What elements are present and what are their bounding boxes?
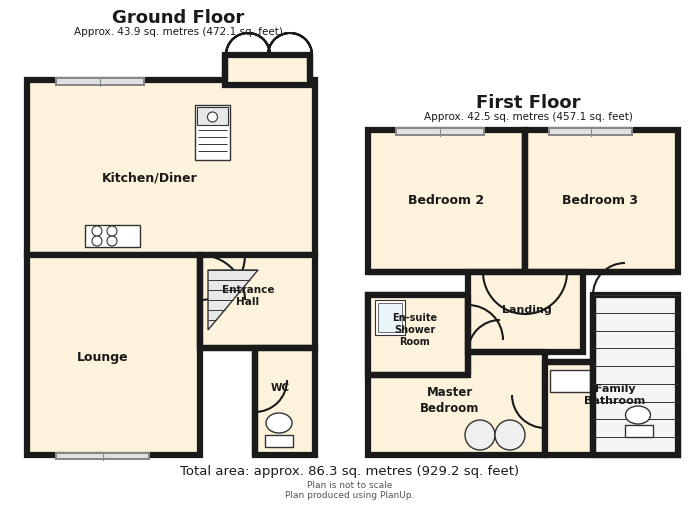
Ellipse shape — [266, 413, 292, 433]
Text: Bedroom 2: Bedroom 2 — [408, 193, 484, 207]
Bar — [55, 452, 150, 460]
Bar — [265, 435, 293, 447]
Bar — [545, 362, 678, 455]
Bar — [368, 295, 468, 375]
Bar — [378, 303, 402, 332]
Text: Ground Floor: Ground Floor — [112, 9, 244, 27]
Text: Bedroom 3: Bedroom 3 — [562, 193, 638, 207]
Bar — [200, 255, 315, 348]
Ellipse shape — [626, 406, 650, 424]
Text: Plan produced using PlanUp.: Plan produced using PlanUp. — [286, 492, 414, 500]
Bar — [27, 255, 200, 455]
Text: WC: WC — [270, 383, 290, 393]
Circle shape — [465, 420, 495, 450]
Bar — [375, 300, 405, 335]
Text: Kitchen/Diner: Kitchen/Diner — [102, 172, 198, 184]
Bar — [57, 79, 144, 84]
Bar — [550, 129, 631, 134]
Circle shape — [92, 226, 102, 236]
Text: En-suite
Shower
Room: En-suite Shower Room — [393, 313, 438, 348]
Text: Total area: approx. 86.3 sq. metres (929.2 sq. feet): Total area: approx. 86.3 sq. metres (929… — [181, 466, 519, 478]
Bar — [548, 127, 633, 136]
Bar — [197, 107, 228, 125]
Bar — [55, 77, 145, 86]
Bar — [368, 130, 525, 272]
Polygon shape — [208, 270, 258, 330]
Bar — [368, 295, 545, 455]
Bar — [57, 454, 148, 459]
Bar — [85, 225, 140, 247]
Circle shape — [107, 236, 117, 246]
Text: First Floor: First Floor — [476, 94, 580, 112]
Circle shape — [107, 226, 117, 236]
Bar — [468, 272, 583, 352]
Bar — [525, 130, 678, 272]
Bar — [397, 129, 483, 134]
Text: Approx. 42.5 sq. metres (457.1 sq. feet): Approx. 42.5 sq. metres (457.1 sq. feet) — [424, 112, 632, 122]
Circle shape — [495, 420, 525, 450]
Bar — [255, 348, 315, 455]
Text: Master
Bedroom: Master Bedroom — [420, 385, 480, 414]
Bar — [225, 55, 310, 85]
Bar — [550, 370, 590, 392]
Text: Family
Bathroom: Family Bathroom — [584, 384, 645, 406]
Bar — [593, 295, 678, 455]
Ellipse shape — [207, 112, 218, 122]
Bar — [195, 105, 230, 160]
Bar — [625, 425, 653, 437]
Text: Lounge: Lounge — [77, 352, 129, 364]
Wedge shape — [268, 33, 312, 55]
Wedge shape — [226, 33, 270, 55]
Text: Plan is not to scale: Plan is not to scale — [307, 482, 393, 491]
Text: Landing: Landing — [502, 305, 552, 315]
Text: Approx. 43.9 sq. metres (472.1 sq. feet): Approx. 43.9 sq. metres (472.1 sq. feet) — [74, 27, 282, 37]
Bar — [27, 80, 315, 255]
Text: Entrance
Hall: Entrance Hall — [222, 285, 274, 307]
Circle shape — [92, 236, 102, 246]
Bar — [395, 127, 485, 136]
